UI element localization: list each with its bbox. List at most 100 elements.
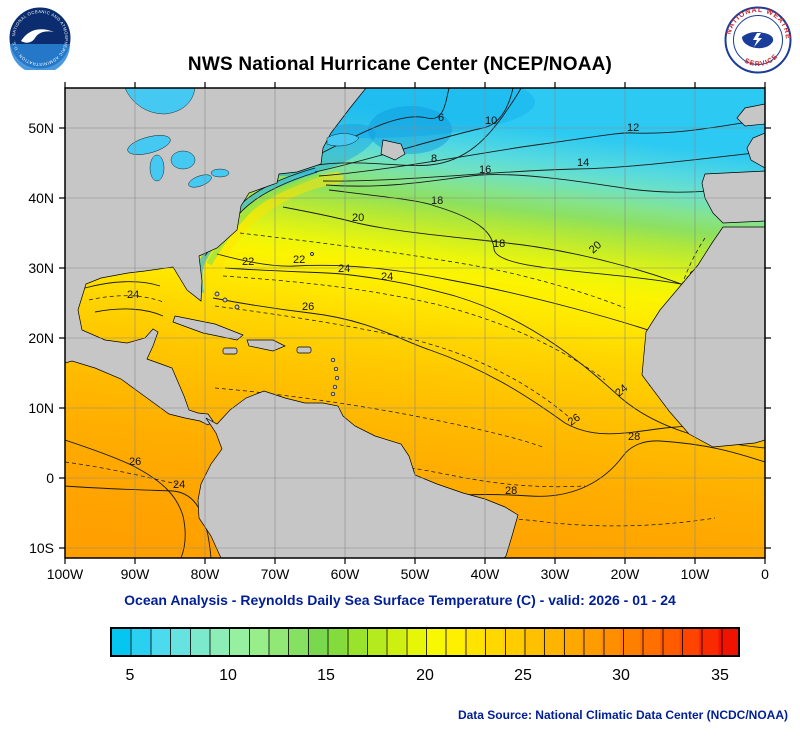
land-antilles-4 [332, 384, 338, 390]
lon-label-30w: 30W [540, 566, 570, 582]
isotherm-26-pacific [65, 439, 186, 558]
lat-label-30n: 30N [28, 260, 54, 276]
noaa-logo: NATIONAL OCEANIC AND ATMOSPHERIC ADMINIS… [8, 6, 72, 70]
land-north-america [65, 88, 367, 426]
isotherm-16 [325, 174, 765, 193]
land-africa [641, 226, 765, 448]
contour-label: 26 [566, 412, 583, 429]
contour-label: 22 [293, 254, 305, 266]
contour-label: 22 [242, 256, 254, 268]
coastal-green-band [206, 171, 321, 266]
colorbar-tick-5: 5 [125, 667, 135, 684]
contour-label: 28 [628, 431, 640, 443]
contour-label: 18 [431, 195, 443, 207]
lat-label-50n: 50N [28, 120, 54, 136]
isotherm-dashed-27a [214, 387, 546, 449]
land-jamaica [222, 347, 238, 355]
colorbar-segment-lines [112, 629, 738, 655]
noaa-gull-icon [21, 29, 54, 43]
contour-label: 28 [505, 485, 517, 497]
isotherm-dashed-27b [264, 447, 586, 488]
lon-label-70w: 70W [260, 566, 290, 582]
axis-ticks-bottom [64, 558, 766, 564]
axis-ticks-top [64, 82, 766, 88]
lat-label-0: 0 [46, 470, 54, 486]
nws-logo-inner-ring [733, 15, 783, 65]
land-hispaniola [246, 339, 286, 352]
lon-label-10w: 10W [680, 566, 710, 582]
land-bahamas-1 [222, 297, 228, 303]
land-iberia [701, 170, 765, 224]
colorbar-tick-20: 20 [416, 667, 434, 684]
contour-label: 26 [302, 301, 314, 313]
isotherm-26 [212, 297, 765, 435]
contour-label: 24 [338, 263, 350, 275]
isotherm-dashed-pacific [65, 461, 178, 485]
lat-label-40n: 40N [28, 190, 54, 206]
isotherm-gulf-24 [94, 308, 164, 317]
lake-erie [188, 174, 212, 188]
axis-ticks-right [765, 127, 771, 549]
colorbar-tick-30: 30 [612, 667, 630, 684]
isotherm-dashed-23 [222, 275, 606, 381]
colorbar-tick-15: 15 [317, 667, 335, 684]
isotherm-14 [322, 151, 765, 182]
lat-label-10n: 10N [28, 400, 54, 416]
land-antilles-3 [334, 375, 340, 381]
contour-label: 24 [381, 271, 393, 283]
nws-logo: NATIONAL WEATHER SERVICE [724, 6, 792, 74]
gulf-stream-warm-band [199, 172, 343, 299]
land-antilles-2 [333, 366, 339, 372]
isotherm-gulf-23 [88, 295, 164, 303]
lon-label-100w: 100W [46, 566, 84, 582]
land-france [746, 132, 765, 169]
land-antilles-5 [330, 391, 336, 397]
land-south-america [197, 390, 519, 558]
hudson-bay [124, 88, 196, 115]
isotherm-10 [314, 88, 514, 173]
map-grid [65, 88, 765, 558]
colorbar-tick-25: 25 [514, 667, 532, 684]
map-caption: Ocean Analysis - Reynolds Daily Sea Surf… [124, 592, 676, 608]
colorbar-tick-35: 35 [711, 667, 729, 684]
colorbar-tick-10: 10 [219, 667, 237, 684]
lon-label-60w: 60W [330, 566, 360, 582]
lon-label-80w: 80W [190, 566, 220, 582]
contour-label: 8 [431, 153, 437, 165]
data-source-text: Data Source: National Climatic Data Cent… [457, 708, 788, 722]
noaa-logo-ocean [10, 44, 70, 70]
isotherm-24 [224, 267, 765, 449]
land-cuba [172, 315, 244, 341]
lat-label-20n: 20N [28, 330, 54, 346]
contour-label: 18 [493, 238, 505, 250]
contour-label: 20 [352, 212, 364, 224]
lon-label-20w: 20W [610, 566, 640, 582]
gulf-of-st-lawrence [326, 133, 360, 147]
axis-ticks-left [59, 127, 65, 549]
contour-label: 14 [577, 157, 589, 169]
isotherm-dashed-25 [214, 305, 571, 419]
colorbar [110, 627, 740, 657]
lake-michigan [149, 154, 165, 182]
map-border [64, 87, 766, 559]
lake-superior [127, 135, 171, 155]
contour-label: 10 [485, 115, 497, 127]
map-plot-area: 6 10 12 8 14 16 18 20 18 20 18 22 22 24 … [65, 88, 765, 558]
land-bermuda [310, 252, 314, 256]
isotherm-28 [394, 440, 765, 505]
land-puerto-rico [296, 346, 312, 354]
sst-map: 6 10 12 8 14 16 18 20 18 20 18 22 22 24 … [59, 82, 771, 564]
lon-label-50w: 50W [400, 566, 430, 582]
land-antilles-1 [330, 357, 336, 363]
lon-label-40w: 40W [470, 566, 500, 582]
land-bahamas-2 [234, 304, 240, 310]
isotherm-dashed-21 [239, 232, 626, 309]
isotherm-8 [310, 88, 522, 167]
lake-ontario [210, 168, 230, 178]
contour-label: 24 [127, 289, 139, 301]
contour-label: 24 [173, 479, 185, 491]
contour-label: 6 [438, 112, 444, 124]
lake-huron [170, 150, 196, 170]
land-bahamas-3 [214, 291, 220, 297]
